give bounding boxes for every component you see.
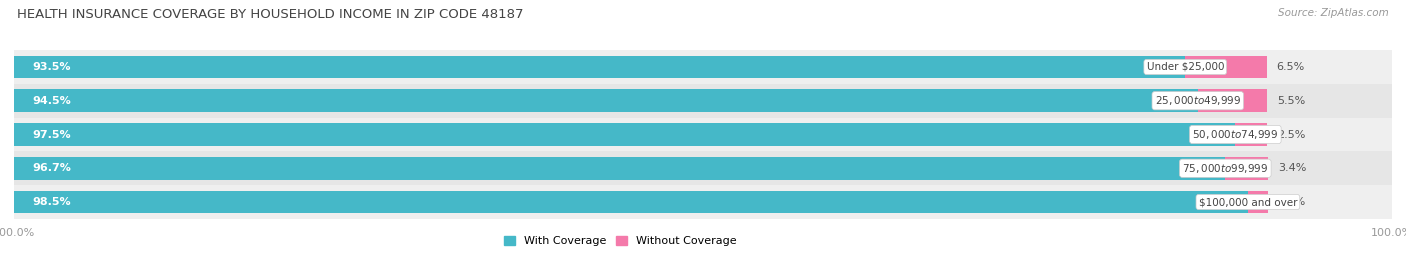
Bar — [1236, 123, 1267, 146]
Bar — [14, 50, 1392, 84]
Bar — [14, 118, 1392, 151]
Legend: With Coverage, Without Coverage: With Coverage, Without Coverage — [505, 236, 737, 246]
Text: Under $25,000: Under $25,000 — [1146, 62, 1225, 72]
Text: 94.5%: 94.5% — [32, 96, 72, 106]
Bar — [1198, 89, 1267, 112]
Text: 93.5%: 93.5% — [32, 62, 72, 72]
Text: 2.5%: 2.5% — [1277, 129, 1305, 140]
Bar — [14, 84, 1392, 118]
Bar — [14, 89, 1198, 112]
Bar — [14, 123, 1236, 146]
Text: $25,000 to $49,999: $25,000 to $49,999 — [1154, 94, 1241, 107]
Text: $50,000 to $74,999: $50,000 to $74,999 — [1192, 128, 1278, 141]
Text: 98.5%: 98.5% — [32, 197, 72, 207]
Bar — [1226, 157, 1268, 180]
Bar — [14, 190, 1249, 214]
Text: $75,000 to $99,999: $75,000 to $99,999 — [1182, 162, 1268, 175]
Bar — [14, 151, 1392, 185]
Bar — [14, 157, 1226, 180]
Text: $100,000 and over: $100,000 and over — [1199, 197, 1298, 207]
Text: 3.4%: 3.4% — [1278, 163, 1306, 173]
Text: 6.5%: 6.5% — [1277, 62, 1305, 72]
Bar — [1185, 55, 1267, 79]
Text: 97.5%: 97.5% — [32, 129, 72, 140]
Text: Source: ZipAtlas.com: Source: ZipAtlas.com — [1278, 8, 1389, 18]
Text: HEALTH INSURANCE COVERAGE BY HOUSEHOLD INCOME IN ZIP CODE 48187: HEALTH INSURANCE COVERAGE BY HOUSEHOLD I… — [17, 8, 523, 21]
Text: 96.7%: 96.7% — [32, 163, 72, 173]
Text: 5.5%: 5.5% — [1277, 96, 1305, 106]
Text: 1.6%: 1.6% — [1278, 197, 1306, 207]
Bar — [1249, 190, 1268, 214]
Bar — [14, 55, 1185, 79]
Bar — [14, 185, 1392, 219]
